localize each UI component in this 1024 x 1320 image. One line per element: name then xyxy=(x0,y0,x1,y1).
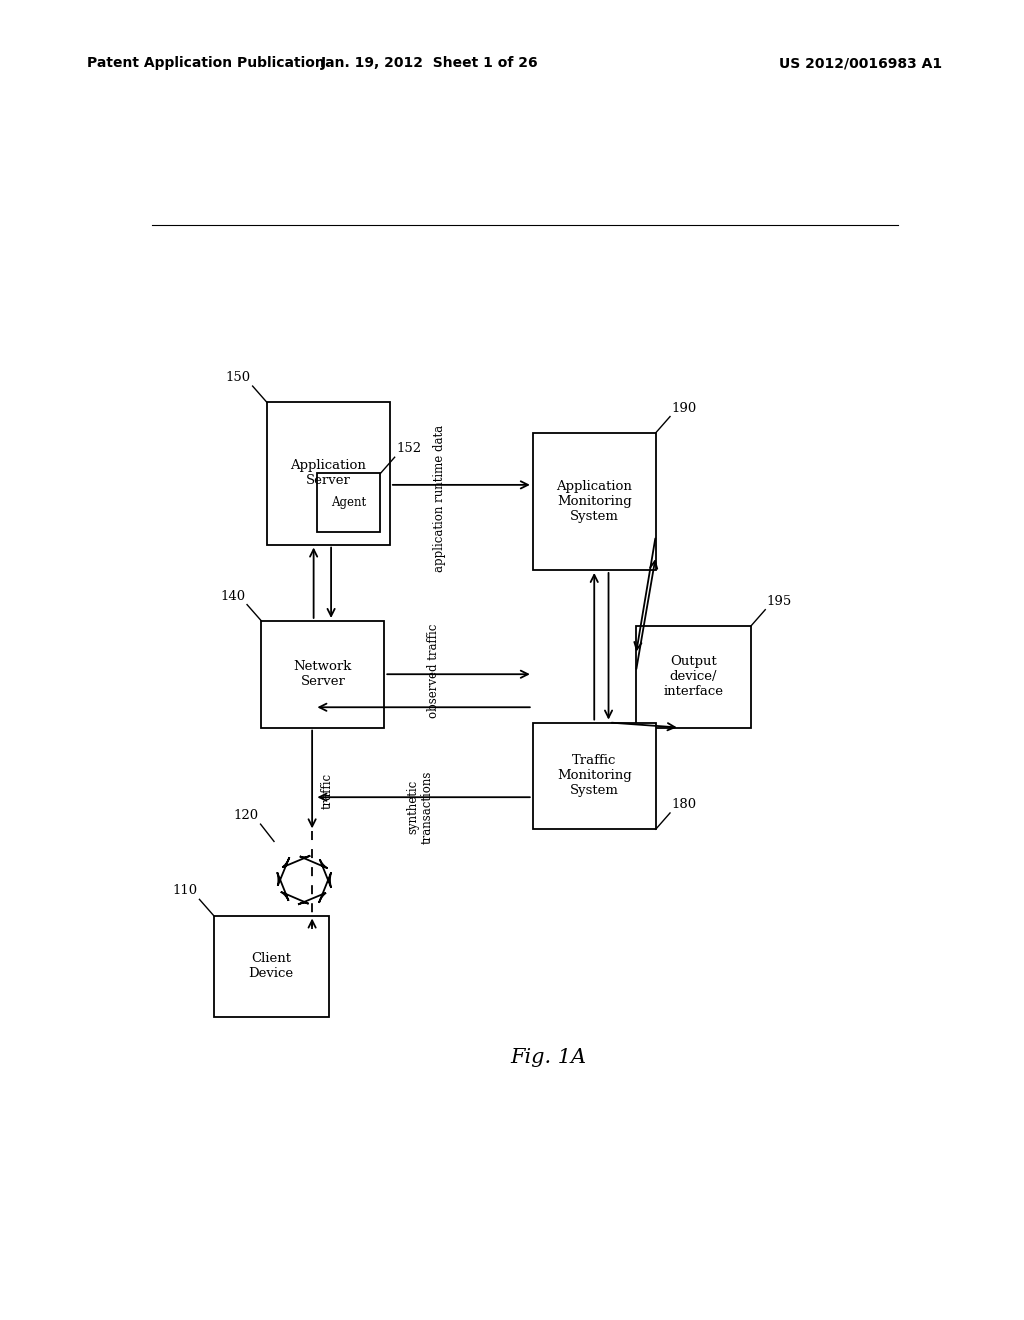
Text: synthetic
transactions: synthetic transactions xyxy=(407,770,434,843)
FancyBboxPatch shape xyxy=(214,916,329,1018)
Text: 110: 110 xyxy=(173,884,198,898)
Text: Network
Server: Network Server xyxy=(294,660,352,688)
Text: Output
device/
interface: Output device/ interface xyxy=(664,655,723,698)
Text: Traffic
Monitoring
System: Traffic Monitoring System xyxy=(557,754,632,797)
FancyBboxPatch shape xyxy=(532,433,655,570)
PathPatch shape xyxy=(278,855,331,904)
Text: 152: 152 xyxy=(396,442,421,455)
Text: 120: 120 xyxy=(233,809,259,822)
Text: Fig. 1A: Fig. 1A xyxy=(511,1048,587,1068)
Text: Jan. 19, 2012  Sheet 1 of 26: Jan. 19, 2012 Sheet 1 of 26 xyxy=(322,57,539,70)
Text: 180: 180 xyxy=(672,797,696,810)
Text: application runtime data: application runtime data xyxy=(432,425,445,573)
Text: 150: 150 xyxy=(226,371,251,384)
Text: Patent Application Publication: Patent Application Publication xyxy=(87,57,325,70)
FancyBboxPatch shape xyxy=(636,626,751,727)
Text: Agent: Agent xyxy=(331,496,367,510)
Text: US 2012/0016983 A1: US 2012/0016983 A1 xyxy=(779,57,942,70)
FancyBboxPatch shape xyxy=(316,474,380,532)
Text: 195: 195 xyxy=(767,594,793,607)
Text: observed traffic: observed traffic xyxy=(427,623,440,718)
Text: traffic: traffic xyxy=(321,772,334,809)
Text: Client
Device: Client Device xyxy=(249,953,294,981)
FancyBboxPatch shape xyxy=(267,403,390,545)
Text: Application
Monitoring
System: Application Monitoring System xyxy=(556,480,632,523)
FancyBboxPatch shape xyxy=(261,620,384,727)
Text: Application
Server: Application Server xyxy=(291,459,367,487)
FancyBboxPatch shape xyxy=(532,722,655,829)
Text: 140: 140 xyxy=(220,590,246,602)
Text: 190: 190 xyxy=(672,401,697,414)
